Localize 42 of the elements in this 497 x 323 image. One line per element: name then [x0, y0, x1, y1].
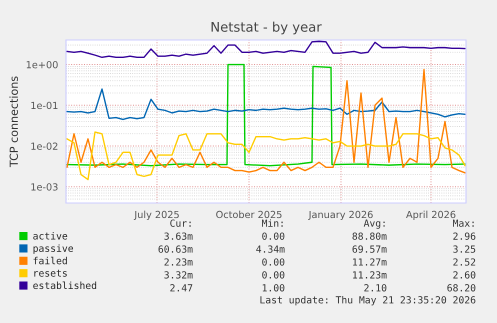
text: 11.27m — [353, 258, 387, 266]
text: 0.00 — [262, 232, 284, 240]
text: 2.96 — [453, 232, 476, 240]
text: 2.52 — [453, 258, 476, 266]
text: 2.60 — [453, 271, 476, 279]
text: 60.63m — [158, 245, 193, 253]
text: 2.10 — [364, 284, 386, 292]
chart-title: Netstat - by year — [212, 22, 322, 34]
text: 4.34m — [256, 245, 285, 253]
x-tick-label: July 2025 — [134, 210, 179, 220]
text: 88.80m — [352, 232, 387, 240]
text: 0.00 — [262, 258, 284, 266]
text: Cur: — [170, 219, 191, 227]
y-tick-label: 1e-01 — [31, 102, 58, 110]
text: Avg: — [364, 220, 385, 229]
legend-label: active — [33, 232, 68, 240]
legend-label: passive — [34, 244, 74, 254]
y-tick-label: 1e-03 — [31, 183, 58, 191]
x-tick-label: October 2025 — [216, 210, 282, 218]
x-tick-label: January 2026 — [308, 210, 373, 220]
text: 11.23m — [353, 271, 387, 279]
text: 2.47 — [170, 284, 192, 292]
legend-label: failed — [34, 256, 67, 264]
text: Min: — [262, 219, 283, 227]
y-tick-label: 1e+00 — [26, 61, 58, 68]
text: 1.00 — [262, 284, 284, 292]
line-series — [66, 88, 466, 120]
text: 0.00 — [262, 271, 284, 279]
legend-label: established — [33, 282, 96, 290]
text: Last update: Thu May 21 23:35:20 2026 — [260, 296, 476, 306]
x-tick-label: April 2026 — [406, 210, 456, 220]
text: 3.63m — [164, 232, 193, 240]
y-tick-label: 1e-02 — [31, 142, 58, 150]
text: 69.57m — [352, 245, 387, 253]
text: 3.32m — [164, 271, 193, 279]
text: 2.23m — [164, 258, 193, 266]
text: 3.25 — [453, 245, 476, 253]
legend-label: resets — [34, 270, 67, 277]
line-series — [66, 131, 466, 180]
text: 68.20 — [447, 284, 476, 292]
text: Max: — [452, 220, 474, 227]
y-axis-title: TCP connections — [9, 76, 18, 168]
